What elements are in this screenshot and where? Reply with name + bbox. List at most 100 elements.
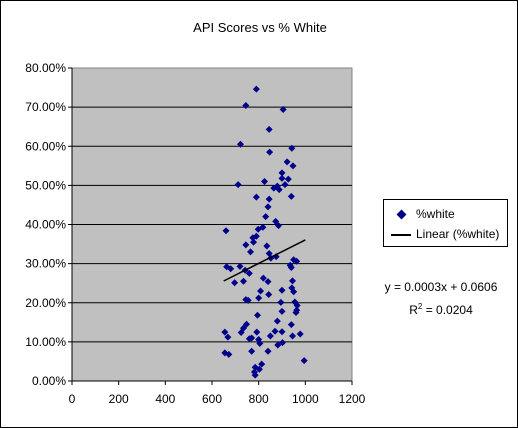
- data-point: [289, 332, 296, 340]
- data-point: [257, 287, 265, 295]
- data-point: [289, 277, 296, 285]
- data-point: [251, 371, 259, 379]
- data-point: [281, 181, 289, 189]
- data-point: [275, 186, 283, 194]
- data-point: [255, 365, 263, 373]
- y-tick-label: 40.00%: [25, 218, 66, 232]
- diamond-marker-icon: [396, 209, 407, 220]
- data-point: [252, 85, 260, 93]
- data-point: [237, 328, 245, 336]
- y-tick-label: 10.00%: [25, 335, 66, 349]
- legend-label-trendline: Linear (%white): [416, 227, 500, 241]
- data-point: [224, 333, 232, 341]
- data-point: [278, 286, 286, 294]
- data-point: [273, 317, 281, 325]
- data-point: [265, 125, 273, 133]
- x-tick-label: 0: [69, 392, 76, 406]
- data-point: [271, 327, 279, 335]
- data-point: [292, 309, 300, 317]
- trendline-group: [223, 239, 306, 282]
- data-point: [254, 311, 261, 319]
- data-point: [265, 291, 273, 299]
- data-point: [293, 257, 301, 265]
- data-point: [244, 296, 252, 304]
- trendline: [223, 239, 306, 282]
- data-point: [254, 225, 262, 233]
- y-axis-ticks: 0.00% 10.00% 20.00% 30.00% 40.00% 50.00% 60.00…: [25, 61, 72, 388]
- data-point: [296, 330, 304, 338]
- data-point: [265, 195, 273, 203]
- data-point: [284, 175, 292, 183]
- chart-title: API Scores vs % White: [193, 20, 327, 35]
- line-marker-icon: [391, 234, 411, 236]
- data-point: [258, 360, 266, 368]
- data-point: [250, 368, 258, 376]
- data-point: [264, 203, 272, 211]
- data-point: [266, 332, 274, 340]
- x-tick-label: 800: [249, 392, 269, 406]
- data-point: [290, 288, 298, 296]
- data-points: [221, 85, 308, 379]
- data-point: [256, 339, 264, 347]
- x-tick-label: 1000: [292, 392, 319, 406]
- data-point: [264, 278, 272, 286]
- data-point: [259, 274, 267, 282]
- legend: %white Linear (%white): [383, 199, 508, 247]
- data-point: [283, 158, 291, 166]
- x-tick-label: 200: [109, 392, 129, 406]
- data-point: [265, 249, 273, 257]
- data-point: [263, 242, 271, 250]
- data-point: [245, 269, 253, 277]
- data-point: [278, 328, 286, 336]
- data-point: [287, 264, 295, 272]
- data-point: [277, 298, 285, 306]
- y-tick-label: 30.00%: [25, 257, 66, 271]
- data-point: [222, 227, 230, 235]
- data-point: [300, 357, 308, 365]
- x-tick-label: 1200: [339, 392, 366, 406]
- data-point: [253, 328, 261, 336]
- data-point: [247, 248, 254, 256]
- data-point: [261, 177, 268, 185]
- x-axis-ticks: 0 200 400 600 800 1000 1200: [69, 381, 366, 406]
- data-point: [225, 350, 233, 358]
- data-point: [231, 279, 239, 287]
- data-point: [248, 334, 256, 342]
- trendline-equation: y = 0.0003x + 0.0606: [384, 280, 498, 294]
- x-tick-label: 400: [155, 392, 175, 406]
- data-point: [266, 148, 274, 156]
- r-squared-label: R2 = 0.0204: [367, 297, 515, 320]
- y-tick-label: 60.00%: [25, 139, 66, 153]
- data-point: [278, 307, 286, 315]
- data-point: [236, 140, 244, 148]
- data-point: [248, 347, 256, 355]
- trendline-equation-block: y = 0.0003x + 0.0606 R2 = 0.0204: [367, 278, 515, 320]
- data-point: [287, 192, 295, 200]
- data-point: [293, 301, 301, 309]
- x-tick-label: 600: [202, 392, 222, 406]
- y-tick-label: 70.00%: [25, 100, 66, 114]
- data-point: [234, 181, 242, 189]
- data-point: [279, 105, 287, 113]
- data-point: [242, 102, 250, 110]
- data-point: [278, 174, 286, 182]
- data-point: [272, 217, 280, 225]
- data-point: [249, 234, 257, 242]
- data-point: [278, 339, 286, 347]
- y-tick-label: 80.00%: [25, 61, 66, 75]
- legend-label-series: %white: [416, 207, 455, 221]
- r-squared-symbol: R: [409, 303, 418, 317]
- data-point: [264, 347, 272, 355]
- data-point: [242, 241, 250, 249]
- gridlines: [72, 106, 352, 343]
- data-point: [227, 265, 235, 273]
- data-point: [287, 321, 295, 329]
- data-point: [250, 238, 258, 246]
- data-point: [278, 169, 286, 177]
- data-point: [289, 162, 297, 170]
- data-point: [236, 262, 244, 270]
- data-point: [288, 144, 296, 152]
- data-point: [275, 222, 282, 230]
